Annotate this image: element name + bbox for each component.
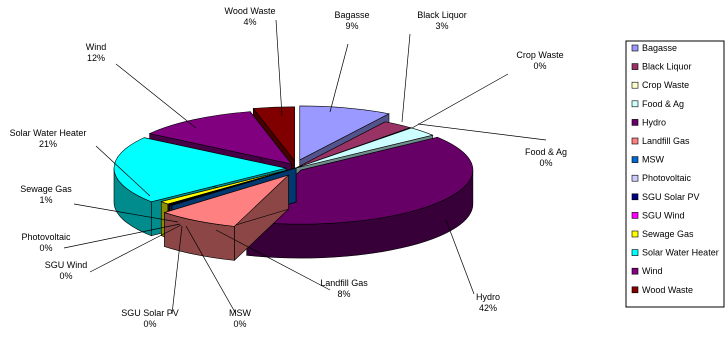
slice-name-label-sgu-solar-pv: SGU Solar PV [121, 308, 179, 318]
slice-percent-label-sewage-gas: 1% [39, 195, 52, 205]
callout-bagasse [329, 43, 349, 113]
legend-swatch-black-liquor [631, 63, 639, 70]
slice-name-label-msw: MSW [229, 308, 252, 318]
callout-solar-water-heater [95, 145, 151, 197]
legend-label-wind: Wind [642, 266, 663, 276]
legend-label-black-liquor: Black Liquor [642, 62, 692, 72]
legend-swatch-bagasse [631, 44, 639, 52]
callout-lines [63, 19, 547, 315]
legend-swatch-msw [631, 156, 639, 163]
slice-percent-label-sgu-solar-pv: 0% [143, 319, 156, 329]
legend-swatch-sgu-solar-pv [631, 193, 639, 201]
legend: Bagasse Black Liquor Crop Waste Food & Ag Hy… [625, 40, 725, 308]
legend-swatch-wood-waste [631, 286, 639, 294]
legend-swatch-food-ag [631, 100, 639, 108]
legend-label-sgu-solar-pv: SGU Solar PV [642, 192, 700, 202]
slice-percent-label-photovoltaic: 0% [39, 243, 52, 253]
callout-sgu-wind [89, 224, 182, 273]
slice-percent-label-wood-waste: 4% [243, 17, 256, 27]
legend-label-sewage-gas: Sewage Gas [642, 229, 694, 239]
legend-swatch-sewage-gas [631, 230, 639, 238]
legend-label-crop-waste: Crop Waste [642, 80, 689, 90]
legend-label-msw: MSW [642, 155, 665, 165]
callout-hydro [445, 219, 475, 295]
slice-name-label-photovoltaic: Photovoltaic [21, 232, 71, 242]
legend-label-wood-waste: Wood Waste [642, 285, 693, 295]
legend-swatch-solar-water-heater [631, 249, 639, 256]
callout-wind [115, 63, 197, 129]
slice-percent-label-food-ag: 0% [539, 158, 552, 168]
slice-percent-label-msw: 0% [233, 319, 246, 329]
slice-name-label-solar-water-heater: Solar Water Heater [10, 128, 87, 138]
callout-food-ag [417, 123, 547, 141]
legend-label-sgu-wind: SGU Wind [642, 210, 685, 220]
callout-landfill-gas [215, 229, 331, 291]
slice-percent-label-landfill-gas: 8% [337, 289, 350, 299]
pie-slice-landfill-gas [163, 174, 289, 262]
legend-swatch-sgu-wind [631, 212, 639, 219]
callout-photovoltaic [63, 223, 181, 249]
legend-label-landfill-gas: Landfill Gas [642, 136, 690, 146]
slice-percent-label-bagasse: 9% [345, 21, 358, 31]
slice-percent-label-black-liquor: 3% [435, 21, 448, 31]
slice-percent-label-hydro: 42% [479, 303, 497, 313]
legend-label-bagasse: Bagasse [642, 43, 677, 53]
callout-sgu-solar-pv [171, 225, 183, 315]
slice-name-label-black-liquor: Black Liquor [417, 10, 467, 20]
legend-swatch-crop-waste [631, 81, 639, 89]
callout-msw [185, 225, 237, 315]
callout-sewage-gas [73, 203, 179, 223]
legend-swatch-photovoltaic [631, 174, 639, 182]
slice-name-label-wood-waste: Wood Waste [224, 6, 275, 16]
slice-name-label-crop-waste: Crop Waste [516, 50, 563, 60]
legend-swatch-wind [631, 267, 639, 275]
legend-label-photovoltaic: Photovoltaic [642, 173, 692, 183]
slice-name-label-landfill-gas: Landfill Gas [320, 278, 368, 288]
slice-name-label-sewage-gas: Sewage Gas [20, 184, 72, 194]
legend-label-hydro: Hydro [642, 117, 666, 127]
legend-label-solar-water-heater: Solar Water Heater [642, 248, 719, 258]
legend-box [625, 40, 725, 308]
slice-name-label-hydro: Hydro [476, 292, 500, 302]
slice-percent-label-solar-water-heater: 21% [39, 139, 57, 149]
slice-name-label-food-ag: Food & Ag [525, 147, 567, 157]
callout-black-liquor [401, 33, 411, 123]
legend-swatch-hydro [631, 119, 639, 126]
callout-wood-waste [275, 19, 283, 117]
callout-crop-waste [411, 73, 509, 129]
slice-percent-label-sgu-wind: 0% [59, 271, 72, 281]
slice-percent-label-wind: 12% [87, 53, 105, 63]
slice-name-label-bagasse: Bagasse [334, 10, 369, 20]
slice-name-label-sgu-wind: SGU Wind [45, 260, 88, 270]
slice-percent-label-crop-waste: 0% [533, 61, 546, 71]
pie-slices [113, 105, 474, 262]
slice-name-label-wind: Wind [86, 42, 107, 52]
legend-label-food-ag: Food & Ag [642, 99, 684, 109]
legend-swatch-landfill-gas [631, 137, 639, 145]
